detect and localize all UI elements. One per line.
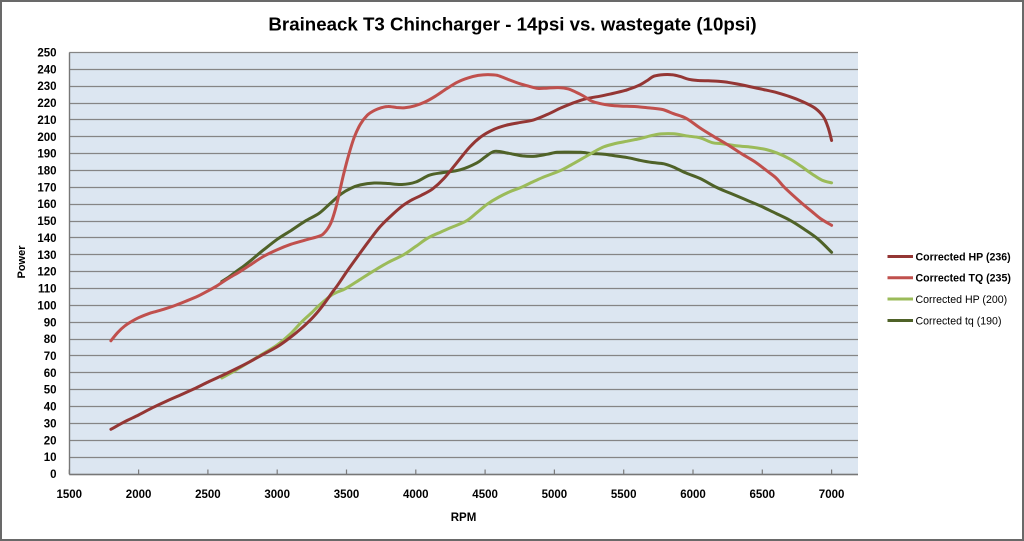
svg-text:Corrected HP (200): Corrected HP (200) [916,294,1008,306]
svg-text:30: 30 [44,418,57,430]
svg-text:Corrected HP (236): Corrected HP (236) [916,251,1011,263]
svg-text:180: 180 [37,166,56,178]
svg-text:90: 90 [44,317,57,329]
svg-text:Braineack T3 Chincharger - 14p: Braineack T3 Chincharger - 14psi vs. was… [268,14,756,35]
svg-text:170: 170 [37,182,56,194]
svg-text:Corrected tq (190): Corrected tq (190) [916,315,1002,327]
svg-text:60: 60 [44,368,57,380]
svg-text:Power: Power [16,245,28,279]
svg-text:RPM: RPM [451,512,477,524]
svg-text:5500: 5500 [611,489,637,501]
svg-text:20: 20 [44,435,57,447]
svg-text:7000: 7000 [819,489,845,501]
svg-text:40: 40 [44,402,57,414]
svg-text:120: 120 [37,267,56,279]
svg-text:2000: 2000 [126,489,152,501]
svg-text:4000: 4000 [403,489,429,501]
svg-text:140: 140 [37,233,56,245]
svg-text:Corrected TQ (235): Corrected TQ (235) [916,273,1011,285]
svg-text:4500: 4500 [472,489,498,501]
svg-text:3500: 3500 [334,489,360,501]
svg-text:210: 210 [37,115,56,127]
svg-text:190: 190 [37,149,56,161]
svg-text:80: 80 [44,334,57,346]
svg-text:240: 240 [37,64,56,76]
svg-text:250: 250 [37,48,56,60]
svg-text:130: 130 [37,250,56,262]
svg-text:6000: 6000 [680,489,706,501]
svg-text:100: 100 [37,300,56,312]
svg-text:1500: 1500 [57,489,83,501]
svg-text:160: 160 [37,199,56,211]
svg-text:220: 220 [37,98,56,110]
svg-text:230: 230 [37,81,56,93]
svg-text:10: 10 [44,452,57,464]
svg-text:200: 200 [37,132,56,144]
svg-text:0: 0 [50,469,56,481]
svg-text:50: 50 [44,385,57,397]
svg-text:6500: 6500 [750,489,776,501]
svg-text:150: 150 [37,216,56,228]
svg-text:2500: 2500 [195,489,221,501]
svg-text:70: 70 [44,351,57,363]
svg-text:3000: 3000 [264,489,290,501]
svg-text:110: 110 [38,284,57,296]
svg-text:5000: 5000 [542,489,568,501]
